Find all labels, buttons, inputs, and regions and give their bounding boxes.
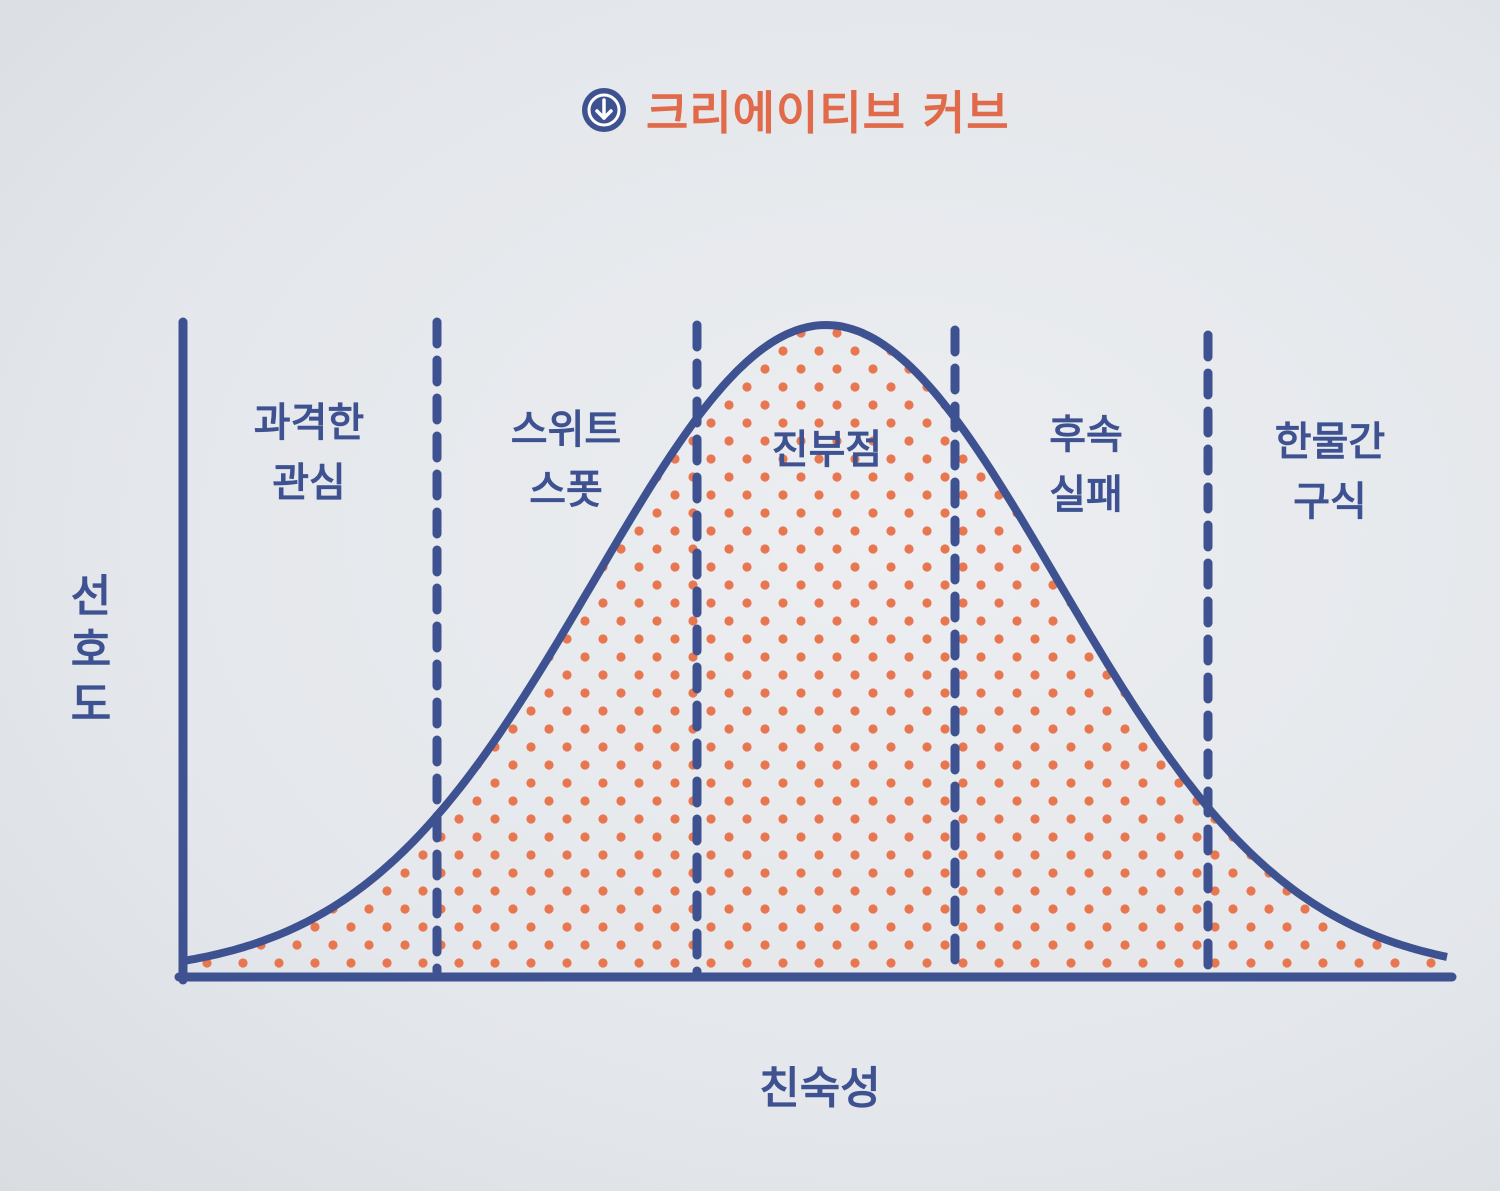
zone-label-sweet-spot: 스위트 스폿 — [466, 400, 666, 520]
zone-label-line: 한물간 — [1274, 419, 1386, 465]
zone-label-line: 실패 — [1049, 472, 1123, 518]
bell-curve-line — [182, 321, 1448, 965]
y-axis-label-char: 선 — [70, 571, 112, 622]
zone-label-line: 진부점 — [771, 427, 883, 473]
figure-title: 크리에이티브 커브 — [646, 86, 1010, 140]
x-axis-label: 친숙성 — [759, 1063, 881, 1114]
zone-label-line: 스폿 — [529, 467, 603, 513]
zone-label-line: 관심 — [272, 460, 346, 506]
curve-dotted-fill — [183, 325, 1450, 975]
zone-label-line: 후속 — [1049, 412, 1123, 458]
zone-label-follow-up-failure: 후속 실패 — [986, 405, 1186, 525]
zone-label-line: 스위트 — [510, 407, 622, 453]
down-arrow-circle-icon — [582, 88, 626, 132]
zone-label-radical-interest: 과격한 관심 — [209, 393, 409, 513]
y-axis-label-char: 도 — [70, 679, 112, 730]
figure-title-row: 크리에이티브 커브 — [580, 80, 1010, 140]
zone-label-cliche-point: 진부점 — [727, 420, 927, 480]
zone-label-line: 구식 — [1293, 479, 1367, 525]
zone-label-line: 과격한 — [253, 400, 365, 446]
zone-dividers — [432, 317, 1213, 977]
zone-label-outdated: 한물간 구식 — [1230, 412, 1430, 532]
y-axis-label: 선 호 도 — [64, 570, 118, 732]
y-axis-label-char: 호 — [70, 625, 112, 676]
